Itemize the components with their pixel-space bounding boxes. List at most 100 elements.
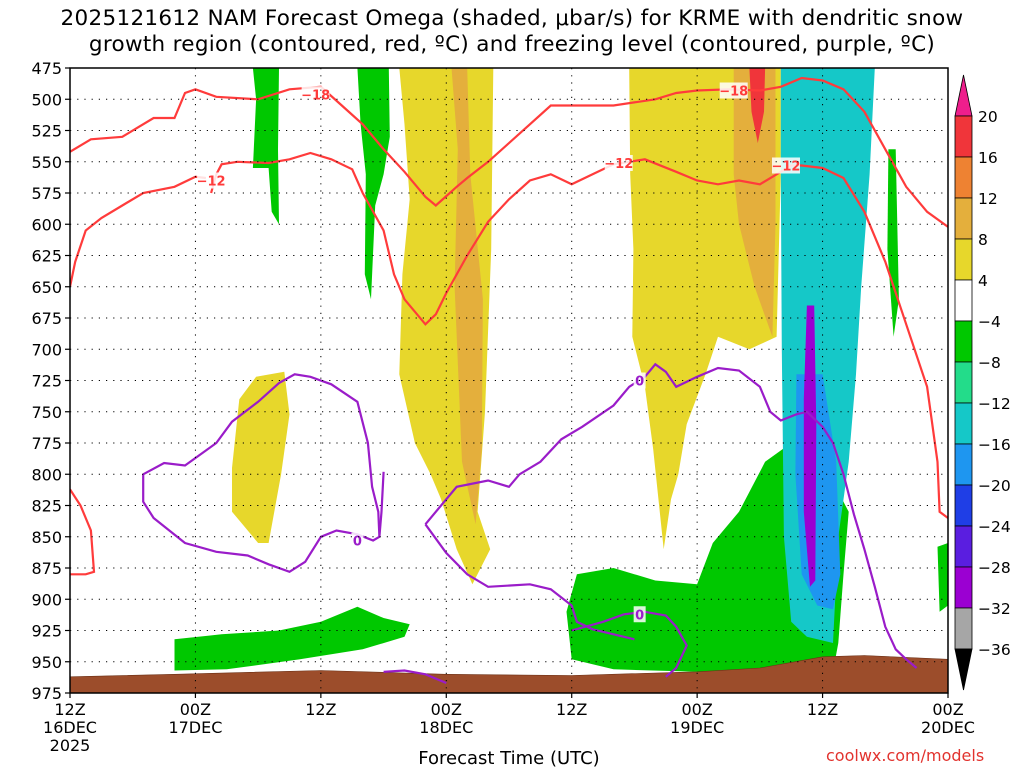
title-line-2: growth region (contoured, red, ºC) and f… [88, 32, 936, 57]
label-minus12-b-bg [604, 155, 633, 171]
ytick-label-600: 600 [31, 215, 62, 234]
label-zero-b: 0 [635, 375, 644, 390]
xtick-date-36: 18DEC [419, 718, 473, 737]
colorbar-label-1: 16 [978, 149, 998, 167]
omega-green-b [357, 68, 390, 300]
dgz-contour-minus12-b [210, 151, 948, 519]
plot-area: −18 −18 −12 −12 −12 0 0 0 [70, 68, 948, 693]
colorbar-swatch-1 [954, 115, 973, 158]
freezing-contour-e [571, 610, 688, 678]
label-minus12-c: −12 [771, 160, 800, 175]
dgz-contour-minus12-a [70, 175, 207, 288]
ytick-label-950: 950 [31, 653, 62, 672]
colorbar-label-12: −32 [978, 600, 1011, 618]
label-minus12-c-bg [771, 157, 800, 174]
xtick-label-12: 00Z [180, 700, 211, 719]
ytick-label-925: 925 [31, 622, 62, 641]
colorbar-swatch-4 [954, 238, 973, 281]
colorbar-swatch-2 [954, 156, 973, 199]
dgz-contour-minus18 [70, 76, 948, 228]
omega-green-f [887, 149, 899, 337]
ytick-label-775: 775 [31, 434, 62, 453]
label-zero-a-bg [351, 532, 364, 549]
colorbar-label-8: −16 [978, 436, 1011, 454]
colorbar-label-6: −8 [978, 354, 1001, 372]
label-zero-c: 0 [635, 608, 644, 623]
colorbar-label-5: −4 [978, 313, 1001, 331]
label-minus18-b-bg [719, 82, 748, 99]
omega-green-c [174, 606, 410, 671]
xtick-date-84: 20DEC [921, 718, 975, 737]
omega-orange-b [733, 68, 776, 337]
label-minus12-a: −12 [197, 175, 226, 190]
ytick-label-575: 575 [31, 184, 62, 203]
ytick-label-650: 650 [31, 278, 62, 297]
label-minus18-b: −18 [719, 85, 748, 100]
ytick-label-625: 625 [31, 247, 62, 266]
freezing-contour-c [424, 362, 918, 669]
colorbar-swatch-7 [954, 361, 973, 404]
ytick-label-475: 475 [31, 59, 62, 78]
xtick-label-84: 00Z [932, 700, 963, 719]
ytick-label-900: 900 [31, 590, 62, 609]
xtick-label-60: 00Z [681, 700, 712, 719]
xtick-label-48: 12Z [556, 700, 587, 719]
dgz-contour-minus12-c [70, 488, 96, 576]
freezing-contour-b [378, 471, 385, 537]
colorbar-label-10: −24 [978, 518, 1011, 536]
colorbar-swatch-10 [954, 484, 973, 527]
xtick-label-36: 00Z [431, 700, 462, 719]
xtick-label-24: 12Z [305, 700, 336, 719]
label-minus18-a-bg [301, 86, 330, 103]
ytick-label-675: 675 [31, 309, 62, 328]
ytick-label-850: 850 [31, 528, 62, 547]
colorbar-swatch-6 [954, 320, 973, 363]
ytick-label-550: 550 [31, 153, 62, 172]
colorbar-swatch-8 [954, 402, 973, 445]
xtick-label-0: 12Z [54, 700, 85, 719]
ytick-label-975: 975 [31, 684, 62, 703]
omega-orange-a [451, 68, 483, 525]
colorbar-swatch-11 [954, 525, 973, 568]
xtick-date-0: 16DEC [43, 718, 97, 737]
omega-purple-a [803, 305, 817, 587]
label-minus12-a-bg [197, 172, 226, 189]
colorbar-label-9: −20 [978, 477, 1011, 495]
label-zero-a: 0 [353, 535, 362, 550]
ytick-label-725: 725 [31, 372, 62, 391]
site-credit[interactable]: coolwx.com/models [826, 746, 985, 765]
colorbar-label-4: 4 [978, 272, 988, 290]
label-minus18-a: −18 [301, 88, 330, 103]
ytick-label-825: 825 [31, 497, 62, 516]
xtick-date-60: 19DEC [670, 718, 724, 737]
colorbar-swatch-5 [954, 279, 973, 322]
colorbar-label-11: −28 [978, 559, 1011, 577]
freezing-contour-a [142, 373, 381, 574]
omega-yellow-b [232, 371, 290, 543]
freezing-contour-f [383, 669, 447, 685]
label-zero-c-bg [633, 606, 646, 623]
omega-green-a [252, 68, 279, 225]
ytick-label-750: 750 [31, 403, 62, 422]
colorbar-label-7: −12 [978, 395, 1011, 413]
ytick-label-875: 875 [31, 559, 62, 578]
ytick-label-500: 500 [31, 90, 62, 109]
omega-green-e [937, 543, 948, 612]
colorbar-swatch-14 [954, 648, 973, 691]
terrain-fill [70, 655, 948, 693]
colorbar-label-13: −36 [978, 641, 1011, 659]
colorbar-swatch-9 [954, 443, 973, 486]
colorbar-swatch-0 [954, 74, 973, 117]
title-line-1: 2025121612 NAM Forecast Omega (shaded, μ… [60, 6, 964, 31]
omega-red-a [749, 68, 766, 143]
colorbar-swatch-12 [954, 566, 973, 609]
ytick-label-700: 700 [31, 340, 62, 359]
colorbar-swatch-3 [954, 197, 973, 240]
colorbar-label-2: 12 [978, 190, 998, 208]
ytick-label-525: 525 [31, 122, 62, 141]
freezing-contour-d [424, 523, 635, 641]
colorbar-label-0: 20 [978, 108, 998, 126]
colorbar-swatch-13 [954, 607, 973, 650]
x-axis-title: Forecast Time (UTC) [418, 748, 599, 768]
